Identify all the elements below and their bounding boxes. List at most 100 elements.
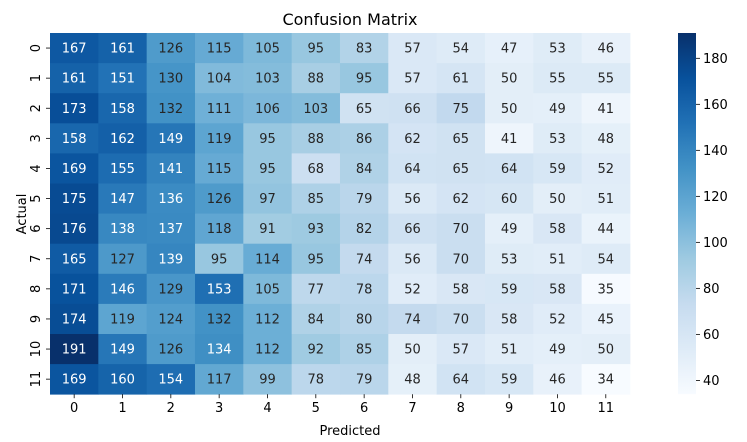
cell-value-label: 74 bbox=[356, 252, 373, 267]
cell-value-label: 136 bbox=[158, 192, 183, 207]
cell-value-label: 141 bbox=[158, 162, 183, 177]
cell-value-label: 85 bbox=[308, 192, 325, 207]
cell-value-label: 83 bbox=[356, 42, 373, 57]
x-tick-label: 9 bbox=[505, 401, 513, 416]
cell-value-label: 115 bbox=[207, 162, 232, 177]
heatmap-cell bbox=[533, 364, 583, 395]
cell-value-label: 56 bbox=[404, 252, 421, 267]
cell-value-label: 161 bbox=[110, 42, 135, 57]
cell-value-label: 115 bbox=[207, 42, 232, 57]
cell-value-label: 105 bbox=[255, 282, 280, 297]
heatmap-cell bbox=[146, 153, 196, 184]
heatmap-cell bbox=[484, 334, 534, 365]
heatmap-cell bbox=[291, 334, 341, 365]
cell-value-label: 65 bbox=[453, 132, 470, 147]
cell-value-label: 46 bbox=[549, 373, 566, 388]
heatmap-cell bbox=[291, 33, 341, 64]
cell-value-label: 103 bbox=[303, 102, 328, 117]
heatmap-cell bbox=[194, 33, 244, 64]
cell-value-label: 45 bbox=[598, 312, 615, 327]
heatmap-cell bbox=[533, 213, 583, 245]
cell-value-label: 64 bbox=[501, 162, 518, 177]
cell-value-label: 95 bbox=[259, 162, 276, 177]
cell-value-label: 79 bbox=[356, 373, 373, 388]
cell-value-label: 51 bbox=[598, 192, 615, 207]
heatmap-cell bbox=[388, 364, 438, 395]
y-tick-label: 6 bbox=[29, 225, 44, 233]
cell-value-label: 50 bbox=[404, 343, 421, 358]
heatmap-cell bbox=[243, 183, 293, 214]
heatmap-cell bbox=[581, 364, 631, 395]
heatmap-cell bbox=[146, 334, 196, 365]
heatmap-cell bbox=[533, 153, 583, 184]
cell-value-label: 111 bbox=[207, 102, 232, 117]
cell-value-label: 92 bbox=[308, 343, 325, 358]
cell-value-label: 104 bbox=[207, 72, 232, 87]
cell-value-label: 118 bbox=[207, 222, 232, 237]
heatmap-cell bbox=[98, 93, 148, 124]
cell-value-label: 112 bbox=[255, 312, 280, 327]
cell-value-label: 176 bbox=[62, 222, 87, 237]
heatmap-cell bbox=[98, 334, 148, 365]
heatmap-cell bbox=[194, 243, 244, 275]
heatmap-cell bbox=[581, 303, 631, 335]
colorbar-tick-label: 140 bbox=[703, 144, 728, 159]
heatmap-cell bbox=[50, 153, 99, 184]
heatmap-cell bbox=[533, 93, 583, 124]
heatmap-cell bbox=[581, 183, 631, 214]
cell-value-label: 59 bbox=[549, 162, 566, 177]
cell-value-label: 147 bbox=[110, 192, 135, 207]
y-axis-ticks: 0 1 2 3 4 5 6 7 8 9 10 11 bbox=[29, 44, 50, 387]
heatmap-cell bbox=[50, 183, 99, 214]
cell-value-label: 126 bbox=[207, 192, 232, 207]
cell-value-label: 57 bbox=[404, 72, 421, 87]
heatmap-cell bbox=[484, 123, 534, 154]
cell-value-label: 171 bbox=[62, 282, 87, 297]
colorbar-tick-label: 60 bbox=[703, 328, 720, 343]
heatmap-cell bbox=[291, 123, 341, 154]
cell-value-label: 56 bbox=[404, 192, 421, 207]
heatmap-cell bbox=[243, 303, 293, 335]
heatmap-cell bbox=[291, 213, 341, 245]
cell-value-label: 161 bbox=[62, 72, 87, 87]
cell-value-label: 59 bbox=[501, 373, 518, 388]
cell-value-label: 58 bbox=[453, 282, 470, 297]
heatmap-cell bbox=[339, 63, 389, 94]
heatmap-cell bbox=[484, 213, 534, 245]
cell-value-label: 58 bbox=[549, 222, 566, 237]
cell-value-label: 126 bbox=[158, 343, 183, 358]
heatmap-cell bbox=[194, 63, 244, 94]
cell-value-label: 165 bbox=[62, 252, 87, 267]
cell-value-label: 129 bbox=[158, 282, 183, 297]
y-tick-label: 5 bbox=[29, 194, 44, 202]
cell-value-label: 132 bbox=[207, 312, 232, 327]
cell-value-label: 55 bbox=[549, 72, 566, 87]
colorbar-tick-label: 100 bbox=[703, 236, 728, 251]
heatmap-cell bbox=[436, 213, 486, 245]
heatmap-cell bbox=[484, 63, 534, 94]
x-tick-label: 7 bbox=[408, 401, 416, 416]
heatmap-cell bbox=[194, 213, 244, 245]
heatmap-cell bbox=[436, 364, 486, 395]
heatmap-cell bbox=[533, 273, 583, 305]
cell-value-label: 86 bbox=[356, 132, 373, 147]
heatmap-cell bbox=[50, 93, 99, 124]
heatmap-cell bbox=[98, 63, 148, 94]
heatmap-cell bbox=[436, 303, 486, 335]
heatmap-cell bbox=[146, 93, 196, 124]
heatmap-cell bbox=[339, 123, 389, 154]
cell-value-label: 64 bbox=[453, 373, 470, 388]
heatmap-cell bbox=[50, 243, 99, 275]
heatmap-cell bbox=[194, 93, 244, 124]
heatmap-cell bbox=[581, 334, 631, 365]
heatmap-cell bbox=[484, 364, 534, 395]
cell-value-label: 57 bbox=[453, 343, 470, 358]
cell-value-label: 88 bbox=[308, 132, 325, 147]
heatmap-cell bbox=[243, 213, 293, 245]
heatmap-cell bbox=[533, 243, 583, 275]
cell-value-label: 126 bbox=[158, 42, 183, 57]
x-tick-label: 6 bbox=[360, 401, 368, 416]
heatmap-cell bbox=[436, 153, 486, 184]
y-tick-label: 4 bbox=[29, 164, 44, 172]
heatmap-cell bbox=[243, 364, 293, 395]
